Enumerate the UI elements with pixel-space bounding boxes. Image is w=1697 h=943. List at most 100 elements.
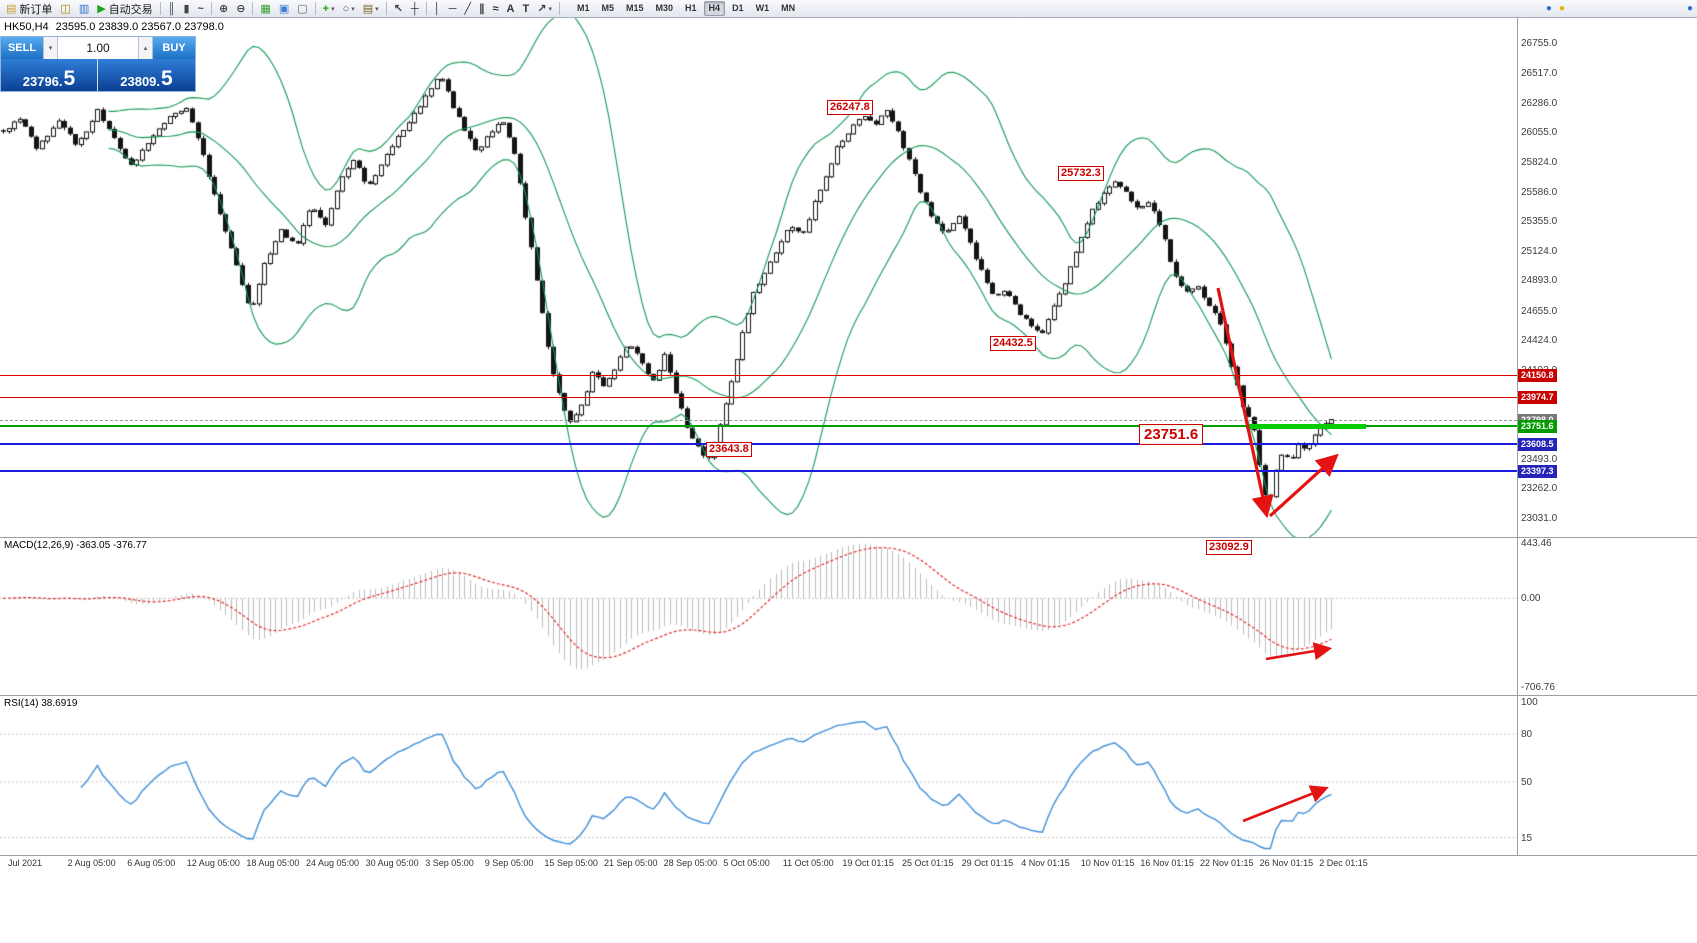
- horizontal-line-button[interactable]: ─: [446, 0, 460, 17]
- new-order-button[interactable]: ▤ 新订单: [3, 0, 55, 17]
- toolbar-separator: [314, 2, 316, 15]
- charts-grid-button[interactable]: ◫: [57, 0, 73, 17]
- trendline-button[interactable]: ╱: [461, 0, 474, 17]
- toolbar-separator: [385, 2, 387, 15]
- community-icon[interactable]: ●: [1545, 2, 1552, 14]
- crosshair-button[interactable]: ┼: [408, 0, 422, 17]
- volume-decrease-button[interactable]: ▾: [43, 37, 58, 59]
- macd-values: -363.05 -376.77: [76, 540, 147, 551]
- timeframe-mn-button[interactable]: MN: [781, 3, 796, 13]
- volume-increase-button[interactable]: ▴: [138, 37, 153, 59]
- arrow-objects-icon: ↗: [537, 2, 547, 15]
- auto-trading-icon: ▶: [97, 2, 106, 15]
- equidistant-channel-icon: ∥: [479, 2, 485, 15]
- timeframe-d1-button[interactable]: D1: [732, 3, 744, 13]
- candlesticks-icon: ▮: [183, 2, 190, 15]
- buy-price-big-digit: 5: [161, 67, 173, 90]
- rsi-title: RSI(14): [4, 698, 39, 709]
- macd-trend-arrow[interactable]: [1265, 642, 1333, 661]
- ohlc-bars-icon: ║: [167, 2, 176, 15]
- toolbar-separator: [558, 2, 560, 15]
- toolbar-separator: [210, 2, 212, 15]
- text-button[interactable]: A: [504, 0, 518, 17]
- tile-windows-icon: ▦: [260, 2, 271, 15]
- zoom-in-icon: ⊕: [218, 2, 229, 15]
- macd-pane-divider: [0, 537, 1697, 538]
- zoom-in-button[interactable]: ⊕: [216, 0, 231, 17]
- price-annotation[interactable]: 25732.3: [1058, 166, 1104, 181]
- sell-button[interactable]: SELL: [1, 37, 43, 59]
- market-watch-icon: ▥: [78, 2, 90, 15]
- vertical-line-button[interactable]: │: [431, 0, 444, 17]
- symbol-label: HK50,H4: [4, 21, 49, 33]
- one-click-trading-panel: SELL ▾ ▴ BUY 23796.5 23809.5: [0, 36, 196, 92]
- periods-button[interactable]: ○ ▾: [340, 0, 358, 17]
- arrow-objects-button[interactable]: ↗ ▾: [534, 0, 555, 17]
- buy-button[interactable]: BUY: [153, 37, 195, 59]
- price-axis[interactable]: [1517, 18, 1697, 855]
- sell-price-big-digit: 5: [63, 67, 76, 90]
- level-line-23798.0[interactable]: [0, 420, 1517, 421]
- timeframe-m5-button[interactable]: M5: [601, 3, 614, 13]
- tile-windows-button[interactable]: ▦: [257, 0, 273, 17]
- level-line-24150.8[interactable]: [0, 375, 1517, 376]
- price-annotation[interactable]: 23643.8: [706, 442, 752, 457]
- chart-shift-button[interactable]: ▢: [294, 0, 310, 17]
- buy-price-main: 23809.: [120, 74, 161, 89]
- candlesticks-button[interactable]: ▮: [180, 0, 192, 17]
- zoom-out-button[interactable]: ⊖: [233, 0, 248, 17]
- timeframe-m15-button[interactable]: M15: [626, 3, 644, 13]
- down-move-arrow[interactable]: [1216, 287, 1274, 519]
- timeframe-h4-button[interactable]: H4: [703, 1, 726, 16]
- equidistant-channel-button[interactable]: ∥: [476, 0, 488, 17]
- toolbar-separator: [425, 2, 427, 15]
- text-icon: A: [506, 2, 515, 15]
- ohlc-bars-button[interactable]: ║: [165, 0, 179, 17]
- timeframe-w1-button[interactable]: W1: [755, 3, 770, 13]
- macd-title: MACD(12,26,9): [4, 540, 74, 551]
- add-indicator-button[interactable]: + ▾: [320, 0, 338, 17]
- key-level-label[interactable]: 23751.6: [1139, 424, 1204, 445]
- market-watch-button[interactable]: ▥: [76, 0, 92, 17]
- horizontal-line-icon: ─: [448, 2, 457, 15]
- sell-price[interactable]: 23796. 5: [1, 59, 98, 91]
- volume-input[interactable]: [58, 37, 138, 59]
- cursor-icon: ↖: [393, 2, 403, 15]
- level-line-23751.6[interactable]: [0, 425, 1517, 427]
- up-move-arrow[interactable]: [1268, 453, 1339, 518]
- scroll-indicator-icon[interactable]: ●: [1686, 3, 1693, 14]
- price-annotation[interactable]: 23092.9: [1206, 540, 1252, 555]
- price-annotation[interactable]: 24432.5: [990, 336, 1036, 351]
- timeframe-m1-button[interactable]: M1: [576, 3, 590, 13]
- rsi-indicator-label: RSI(14) 38.6919: [4, 698, 77, 709]
- arrange-windows-button[interactable]: ▣: [276, 0, 292, 17]
- arrange-windows-icon: ▣: [278, 2, 290, 15]
- crosshair-icon: ┼: [410, 2, 419, 15]
- timeframe-m30-button[interactable]: M30: [655, 3, 674, 13]
- rsi-pane-divider: [0, 695, 1697, 696]
- chart-shift-icon: ▢: [297, 2, 308, 15]
- favorites-icon[interactable]: ●: [1558, 2, 1565, 14]
- timeframe-h1-button[interactable]: H1: [685, 3, 697, 13]
- line-chart-icon: ~: [197, 2, 204, 15]
- rsi-trend-arrow[interactable]: [1242, 785, 1329, 823]
- level-line-23397.3[interactable]: [0, 470, 1517, 472]
- text-label-button[interactable]: T: [520, 0, 533, 17]
- time-axis[interactable]: [0, 855, 1697, 874]
- auto-trading-button[interactable]: ▶ 自动交易: [94, 0, 155, 17]
- zoom-out-icon: ⊖: [236, 2, 246, 15]
- level-line-23974.7[interactable]: [0, 397, 1517, 398]
- line-chart-button[interactable]: ~: [195, 0, 207, 17]
- templates-button[interactable]: ▤ ▾: [360, 0, 382, 17]
- level-line-23608.5[interactable]: [0, 443, 1517, 445]
- support-highlight-line[interactable]: [1246, 424, 1366, 429]
- dropdown-caret-icon: ▾: [351, 5, 355, 13]
- fibonacci-button[interactable]: ≈: [490, 0, 502, 17]
- price-annotation[interactable]: 26247.8: [827, 100, 873, 115]
- fibonacci-icon: ≈: [492, 2, 499, 15]
- buy-price[interactable]: 23809. 5: [98, 59, 195, 91]
- cursor-button[interactable]: ↖: [391, 0, 406, 17]
- timeframe-toolbar: M1 M5 M15 M30 H1 H4 D1 W1 MN: [571, 1, 801, 16]
- symbol-ohlc-line: HK50,H4 23595.0 23839.0 23567.0 23798.0: [4, 21, 224, 33]
